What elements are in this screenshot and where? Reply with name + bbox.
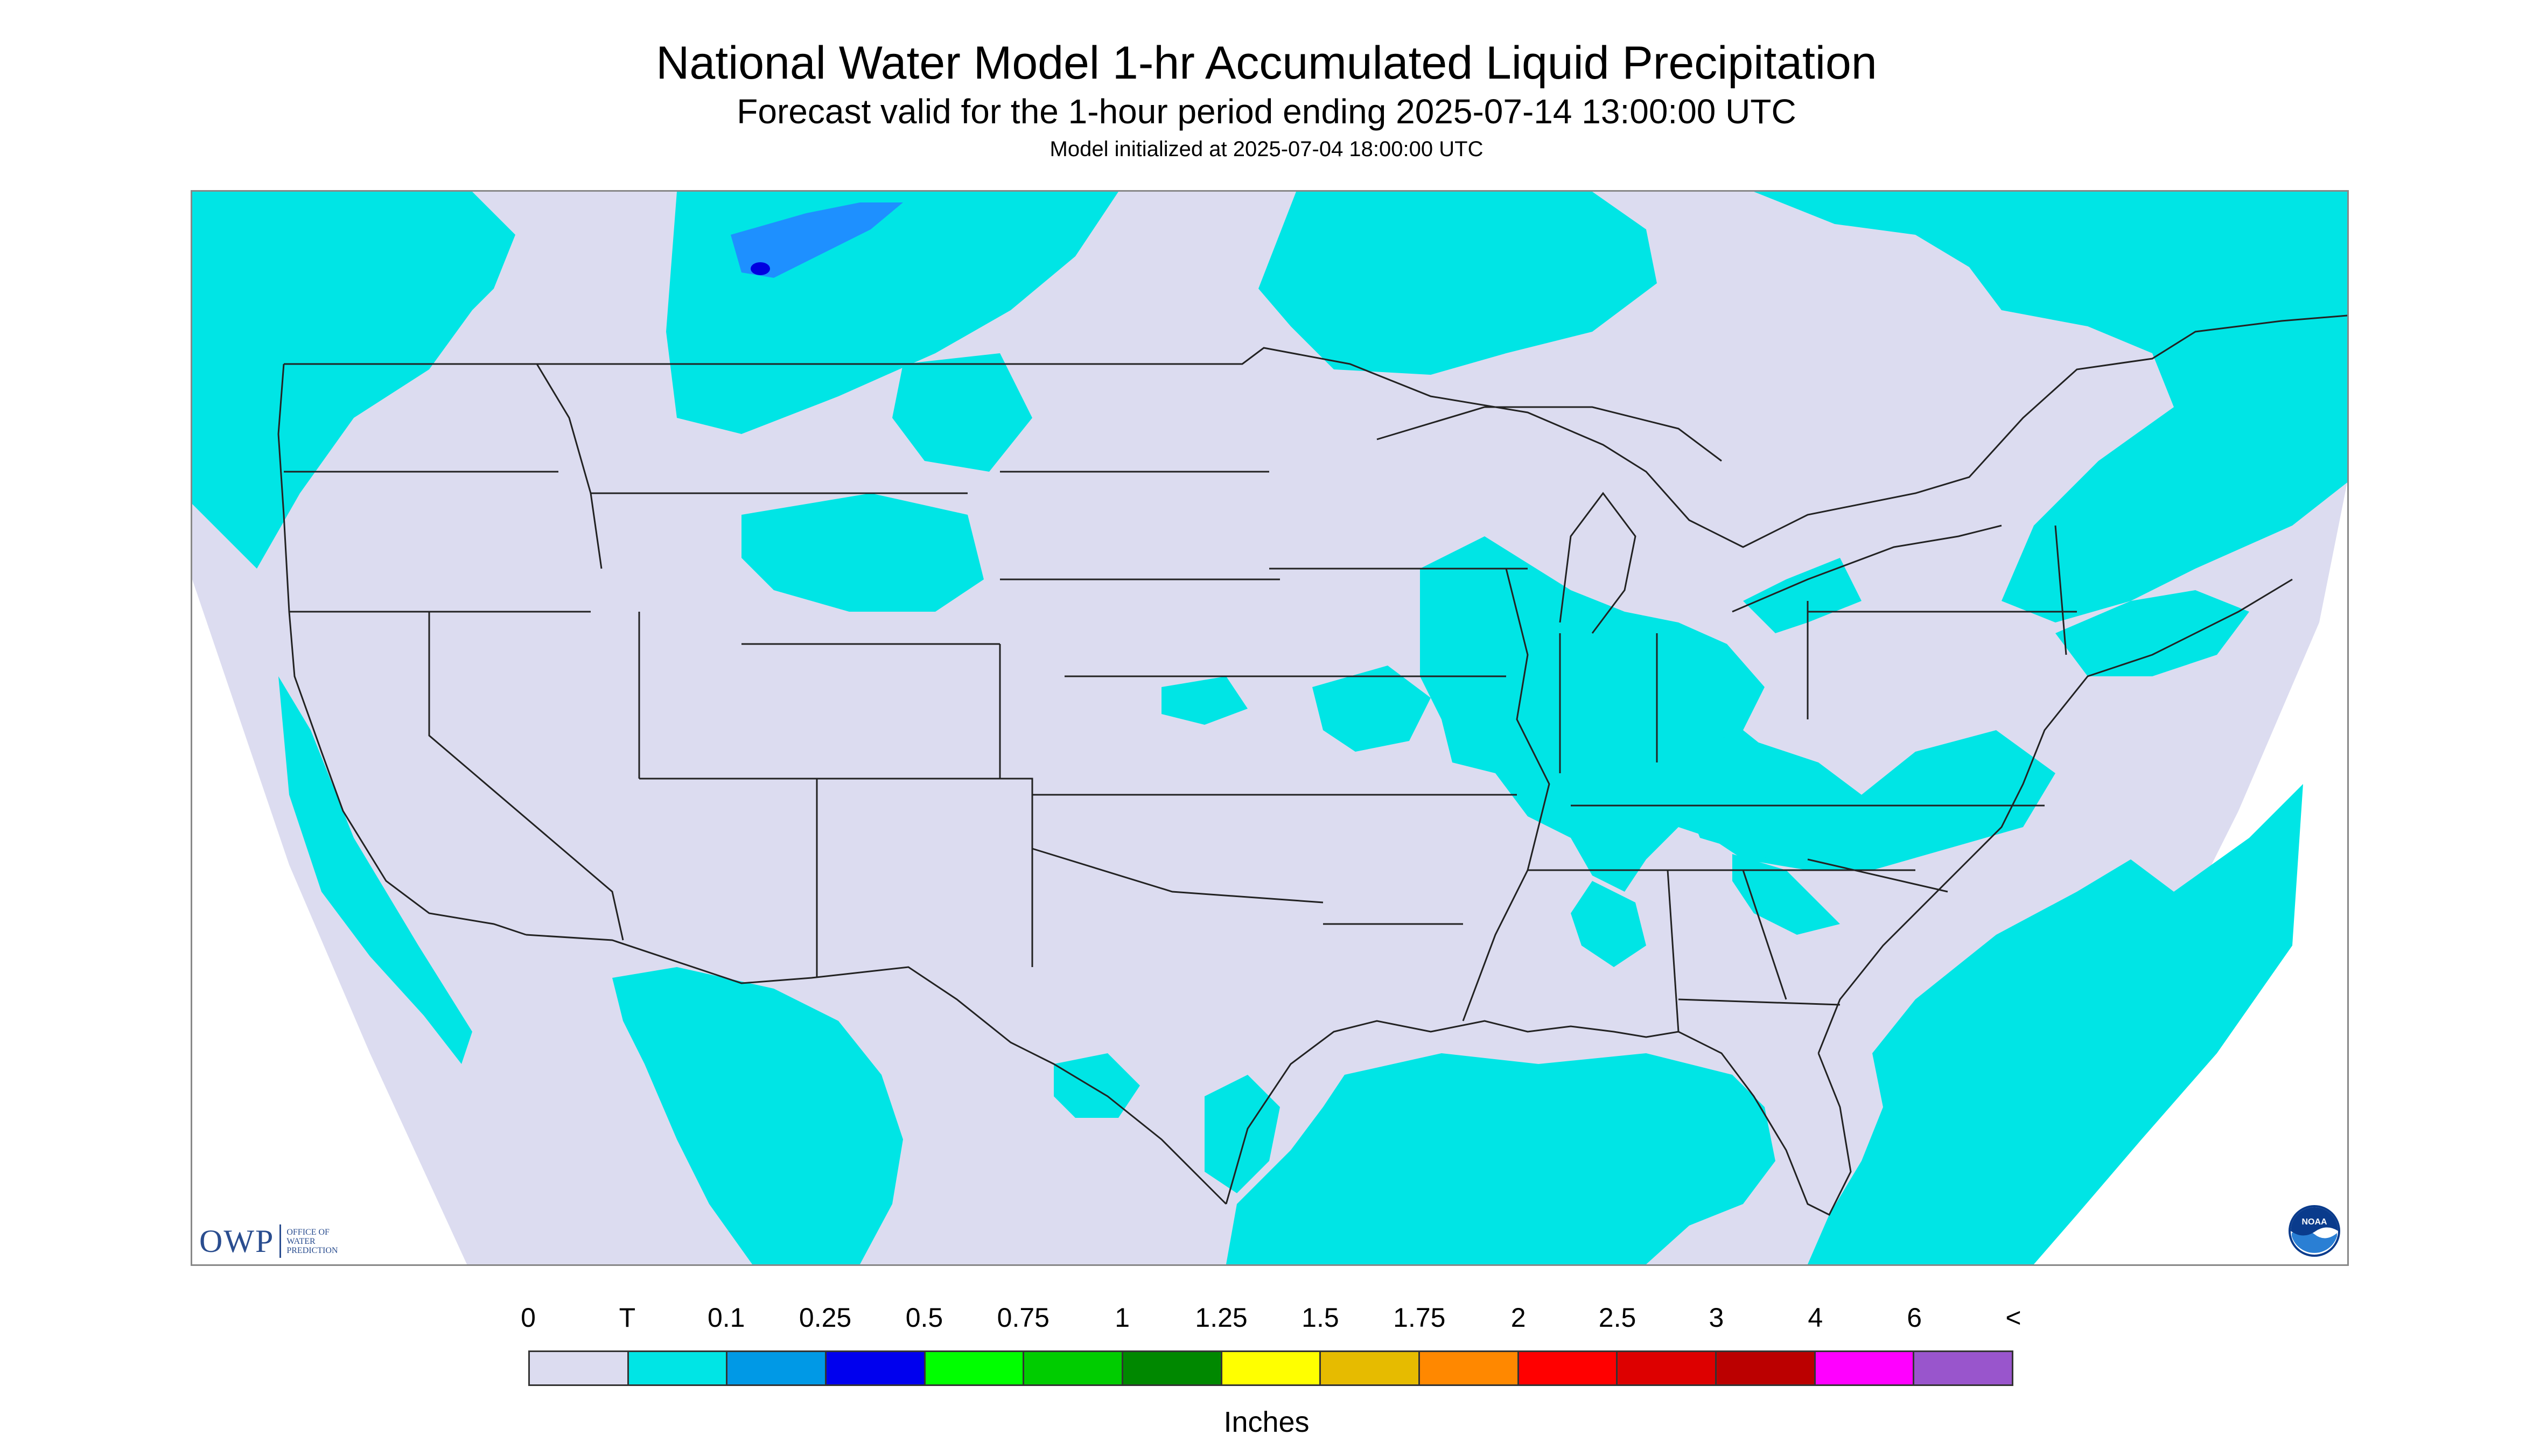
precip-area-southeast-atlantic: [1808, 784, 2303, 1264]
precip-area-michigan: [1743, 558, 1862, 633]
precip-area-dark-blue: [751, 262, 770, 275]
precip-area-texas-south: [1054, 1053, 1140, 1118]
precip-area-west-coast: [278, 676, 472, 1064]
legend-swatch: [727, 1352, 827, 1384]
owp-logo-line-2: WATER: [286, 1236, 316, 1246]
precip-area-wyoming: [741, 493, 984, 612]
owp-logo-subtitle: OFFICE OF WATER PREDICTION: [286, 1228, 338, 1255]
precip-area-gulf: [1226, 1053, 1775, 1264]
legend-swatch: [925, 1352, 1025, 1384]
state-line-mississippi-river: [1462, 568, 1550, 1021]
legend-swatch: [530, 1352, 629, 1384]
precip-area-ohio-valley: [1657, 730, 2055, 870]
us-coastline-pacific: [277, 363, 527, 936]
legend-tick-label: 4: [1808, 1303, 1823, 1333]
great-lakes-superior: [1376, 406, 1722, 462]
political-boundaries: [277, 314, 2347, 1216]
state-line-nc-sc: [1807, 858, 1948, 893]
legend-swatch: [1519, 1352, 1618, 1384]
legend-tick-label: 0.75: [997, 1303, 1049, 1333]
legend-tick-label: 0.5: [905, 1303, 943, 1333]
us-coastline-gulf: [1225, 1020, 1852, 1216]
owp-logo-text: OWP: [199, 1223, 275, 1259]
us-canada-border: [284, 314, 2347, 548]
legend-tick-label: 1: [1115, 1303, 1130, 1333]
legend-tick-label: 1.25: [1195, 1303, 1248, 1333]
legend-swatch: [827, 1352, 926, 1384]
precip-trace-areas: [192, 192, 2347, 1264]
great-lakes-michigan: [1559, 492, 1636, 634]
state-line-ms-al: [1667, 870, 1680, 1032]
legend-tick-label: 6: [1907, 1303, 1922, 1333]
precip-area-bc-coast: [192, 213, 300, 310]
legend-tick-label: 1.5: [1302, 1303, 1339, 1333]
legend-tick-label: 0: [521, 1303, 536, 1333]
legend-swatch: [1024, 1352, 1124, 1384]
map-canvas: [192, 192, 2347, 1264]
legend-tick-label: 0.1: [707, 1303, 745, 1333]
precip-area-mississippi: [1571, 881, 1646, 967]
precip-area-kansas: [1161, 676, 1248, 725]
map-subtitle: Forecast valid for the 1-hour period end…: [737, 92, 1796, 131]
precipitation-map: [191, 190, 2349, 1266]
legend-tick-label: 1.75: [1393, 1303, 1446, 1333]
owp-logo-divider: [279, 1224, 282, 1258]
precip-area-mexico: [612, 967, 903, 1264]
precip-area-dakotas: [892, 353, 1032, 472]
state-line-ga-fl: [1678, 998, 1841, 1006]
state-line-al-ga: [1742, 870, 1787, 1000]
legend-swatch: [1222, 1352, 1321, 1384]
owp-logo: OWP OFFICE OF WATER PREDICTION: [199, 1222, 338, 1260]
legend-swatch: [1618, 1352, 1717, 1384]
us-mexico-border: [526, 934, 1227, 1205]
legend-swatch: [1815, 1352, 1915, 1384]
state-line-ca-nv: [428, 612, 624, 941]
legend-tick-label: <: [2005, 1303, 2021, 1333]
state-line-ok-tx: [1032, 848, 1324, 904]
legend-swatch: [1717, 1352, 1816, 1384]
precip-area-quebec: [1754, 192, 2347, 622]
legend-tick-labels: 0 T 0.1 0.25 0.5 0.75 1 1.25 1.5 1.75 2 2.5 3 4 6 <: [0, 1302, 2533, 1334]
precip-area-nebraska: [1312, 666, 1431, 752]
state-line-nm-tx: [817, 778, 1033, 967]
offgrid-left-wedge: [192, 579, 467, 1264]
state-line-id-mt: [536, 363, 603, 569]
offgrid-right-wedge: [2002, 482, 2347, 1264]
legend-swatch: [628, 1352, 728, 1384]
model-init-time: Model initialized at 2025-07-04 18:00:00…: [1049, 137, 1484, 161]
legend-swatch: [1321, 1352, 1421, 1384]
owp-logo-line-3: PREDICTION: [286, 1245, 338, 1255]
legend-swatch: [1420, 1352, 1519, 1384]
great-lakes-erie-ontario: [1732, 524, 2002, 613]
noaa-logo: NOAA: [2289, 1205, 2340, 1257]
legend-units-label: Inches: [1223, 1406, 1310, 1438]
legend-tick-label: T: [619, 1303, 636, 1333]
owp-logo-line-1: OFFICE OF: [286, 1227, 330, 1237]
legend-tick-label: 3: [1709, 1303, 1724, 1333]
noaa-logo-text: NOAA: [2301, 1217, 2327, 1227]
legend-color-bar: [528, 1350, 2013, 1386]
legend-swatch: [1914, 1352, 2012, 1384]
legend-tick-label: 2: [1510, 1303, 1526, 1333]
legend-tick-label: 2.5: [1598, 1303, 1636, 1333]
precip-area-tennessee: [1732, 854, 1840, 935]
legend-tick-label: 0.25: [799, 1303, 852, 1333]
precip-area-new-york: [2055, 590, 2249, 676]
map-title: National Water Model 1-hr Accumulated Li…: [656, 37, 1877, 89]
state-line-ny-new-england: [2054, 525, 2067, 655]
precip-area-light-blue: [731, 202, 903, 278]
precip-area-texas-coast: [1205, 1075, 1280, 1193]
legend-swatch: [1123, 1352, 1222, 1384]
precip-area-ontario: [1258, 192, 1657, 375]
